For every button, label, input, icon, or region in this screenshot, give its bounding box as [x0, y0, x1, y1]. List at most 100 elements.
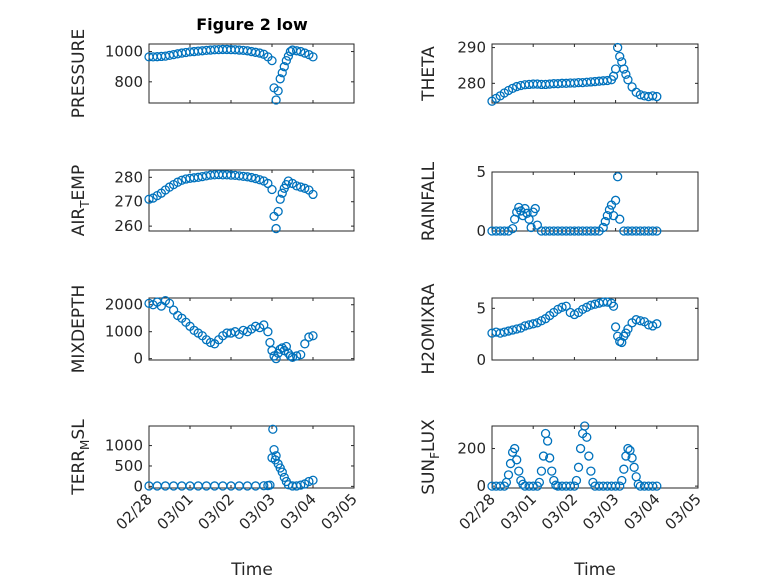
data-point — [308, 189, 318, 200]
data-point — [507, 325, 518, 335]
y-tick-label: 0 — [476, 351, 486, 369]
axes-box — [491, 425, 699, 489]
data-point — [269, 445, 279, 455]
data-point — [623, 443, 633, 454]
data-point — [590, 226, 600, 236]
data-point — [296, 46, 306, 57]
data-point — [277, 343, 287, 353]
x-tick-label: 03/03 — [236, 490, 279, 533]
data-point — [580, 421, 590, 431]
data-point — [652, 91, 662, 102]
data-point — [635, 316, 645, 326]
figure-title: Figure 2 low — [196, 15, 308, 34]
y-tick-label: 290 — [457, 39, 486, 57]
data-point — [271, 354, 281, 364]
data-point — [617, 337, 627, 348]
data-point — [300, 183, 310, 193]
data-point — [495, 328, 505, 338]
y-tick-label: 1000 — [105, 323, 143, 341]
data-point — [275, 194, 285, 204]
data-point — [608, 301, 619, 311]
data-point — [281, 341, 292, 352]
data-point — [524, 214, 534, 224]
subplot-rainfall: 0 5 RAINFALL — [419, 161, 699, 241]
data-point — [512, 455, 522, 465]
data-point — [499, 226, 510, 236]
data-point — [627, 453, 637, 463]
data-point — [267, 55, 277, 66]
data-point — [275, 344, 285, 354]
data-point — [499, 327, 510, 337]
y-tick-label: 1000 — [105, 43, 143, 61]
data-point — [565, 481, 575, 491]
data-point — [291, 351, 302, 361]
y-axis-label: MIXDEPTH — [69, 285, 89, 374]
y-tick-label: 0 — [476, 477, 486, 495]
data-point — [205, 337, 216, 348]
data-point — [296, 480, 306, 490]
data-point — [619, 64, 629, 74]
x-tick-label: 03/04 — [277, 490, 320, 533]
y-tick-label: 0 — [133, 477, 143, 495]
x-tick-label: 03/04 — [620, 490, 663, 533]
y-tick-label: 270 — [114, 193, 143, 211]
data-point — [263, 327, 273, 337]
data-point — [285, 46, 296, 57]
x-tick-label: 03/03 — [579, 490, 622, 533]
y-tick-label: 5 — [476, 299, 486, 317]
data-point — [277, 188, 287, 198]
axes-box — [491, 43, 699, 104]
axes-box — [148, 297, 355, 361]
data-point — [277, 467, 287, 477]
data-point — [602, 75, 613, 86]
data-point — [610, 195, 621, 205]
data-point — [621, 69, 631, 80]
data-point — [582, 432, 592, 442]
data-point — [273, 86, 283, 96]
data-point — [300, 48, 310, 58]
data-point — [633, 479, 643, 489]
subplot-air_temp: 260 270 280 AIRTEMP — [69, 165, 355, 236]
data-point — [528, 319, 538, 329]
data-point — [144, 194, 154, 204]
y-axis-label: SUNFLUX — [419, 419, 442, 495]
data-point — [602, 211, 613, 221]
subplot-grid: 800 1000 PRESSURE 280 290 THETA 260 270 280 AIRTE… — [69, 29, 705, 534]
data-point — [514, 466, 524, 476]
data-point — [619, 464, 629, 474]
data-point — [610, 322, 621, 332]
data-point — [526, 222, 536, 233]
data-point — [623, 324, 633, 334]
data-point — [273, 206, 283, 217]
y-axis-label: H2OMIXRA — [419, 283, 439, 374]
data-point — [277, 68, 287, 78]
data-point — [530, 203, 540, 214]
data-point — [308, 52, 318, 62]
data-point — [573, 462, 584, 472]
data-point — [520, 203, 530, 214]
data-point — [296, 349, 306, 360]
data-point — [575, 443, 586, 454]
data-point — [291, 181, 302, 191]
subplot-terr_msl: 0 500 1000 TERRMSL 02/2803/0103/0203/0303/04… — [69, 419, 361, 534]
y-axis-label: AIRTEMP — [69, 165, 92, 236]
data-point — [285, 351, 296, 361]
data-point — [571, 475, 582, 486]
data-point — [590, 299, 600, 309]
data-point — [308, 475, 318, 485]
y-tick-label: 0 — [476, 222, 486, 240]
data-point — [279, 62, 289, 72]
y-tick-label: 280 — [114, 168, 143, 186]
data-point — [296, 182, 306, 192]
data-point — [586, 300, 596, 310]
data-point — [617, 475, 627, 486]
data-point — [569, 481, 580, 491]
data-point — [522, 208, 532, 218]
data-point — [259, 481, 269, 491]
data-point — [503, 470, 514, 480]
data-point — [652, 319, 662, 329]
subplot-mixdepth: 0 1000 2000 MIXDEPTH — [69, 285, 355, 374]
data-point — [268, 424, 278, 434]
data-point — [648, 91, 658, 101]
x-axis-label-left: Time — [230, 560, 273, 580]
